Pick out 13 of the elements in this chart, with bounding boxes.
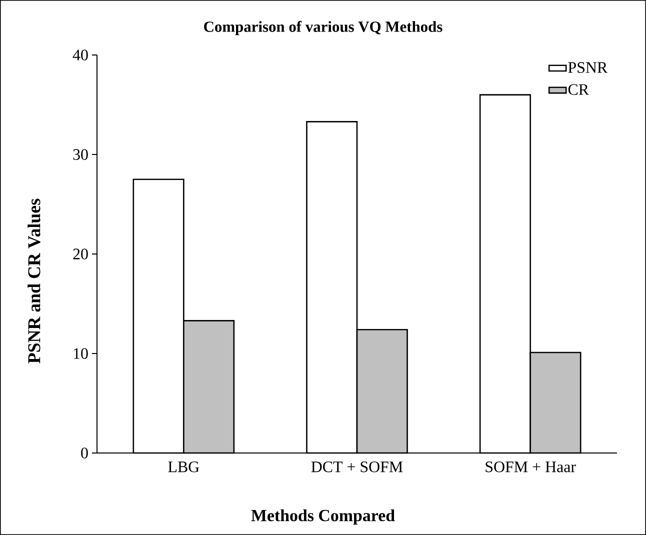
x-axis-title: Methods Compared (251, 509, 395, 525)
y-tick-label: 10 (74, 348, 88, 359)
x-tick-label: DCT + SOFM (311, 462, 403, 472)
y-tick-label: 40 (72, 50, 88, 60)
y-tick-label: 20 (73, 248, 88, 260)
chart-title: Comparison of various VQ Methods (204, 20, 442, 36)
x-tick-label: LBG (168, 462, 200, 472)
y-tick-label: 0 (81, 448, 88, 458)
legend-label: CR (568, 84, 589, 95)
y-tick-label: 30 (73, 149, 88, 160)
x-tick-label: SOFM + Haar (486, 462, 576, 472)
legend-label: PSNR (568, 62, 608, 73)
y-axis-title: PSNR and CR Values (28, 198, 40, 364)
